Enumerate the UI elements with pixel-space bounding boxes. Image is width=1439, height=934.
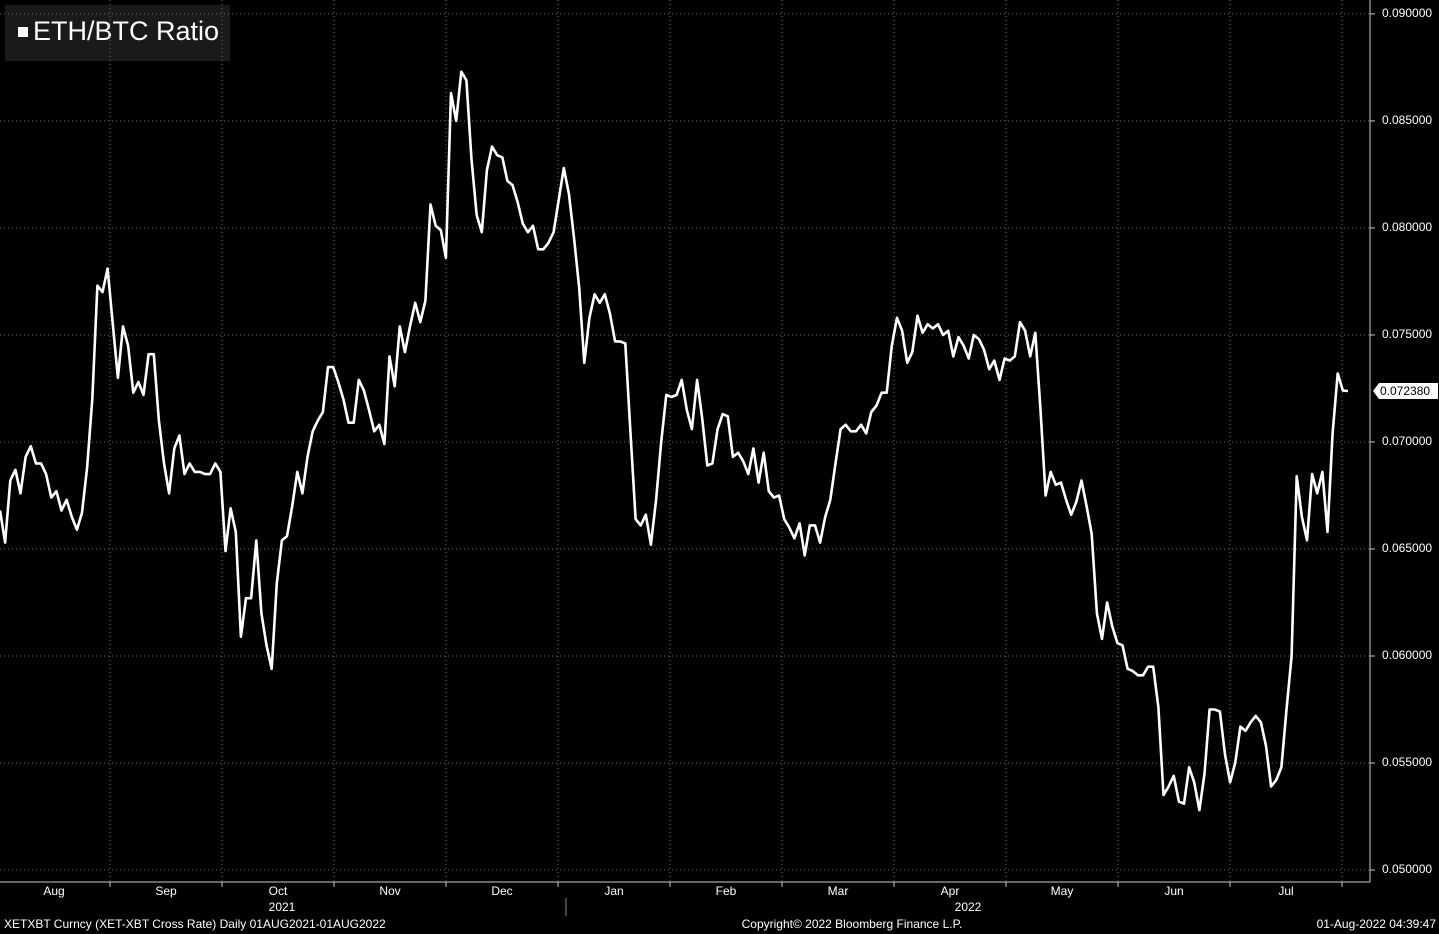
y-tick-label: 0.065000 <box>1382 541 1432 555</box>
footer-copyright: Copyright© 2022 Bloomberg Finance L.P. <box>742 917 963 931</box>
x-tick-label: Aug <box>43 884 64 898</box>
y-tick-label: 0.090000 <box>1382 6 1432 20</box>
x-tick-label: Oct <box>269 884 288 898</box>
y-tick-label: 0.075000 <box>1382 327 1432 341</box>
y-tick-label: 0.085000 <box>1382 113 1432 127</box>
last-price-label: 0.072380 <box>1380 384 1430 398</box>
y-tick-label: 0.050000 <box>1382 862 1432 876</box>
price-line <box>0 70 1349 812</box>
y-tick-label: 0.055000 <box>1382 755 1432 769</box>
x-tick-label: Mar <box>828 884 849 898</box>
y-tick-label: 0.060000 <box>1382 648 1432 662</box>
x-tick-label: Jul <box>1278 884 1293 898</box>
legend-swatch <box>18 27 28 37</box>
x-tick-label: Nov <box>379 884 400 898</box>
x-tick-label: Dec <box>491 884 512 898</box>
footer-source: XETXBT Curncy (XET-XBT Cross Rate) Daily… <box>4 917 386 931</box>
x-tick-label: May <box>1051 884 1074 898</box>
x-tick-label: Feb <box>716 884 737 898</box>
x-tick-label: Jan <box>604 884 623 898</box>
last-price-box <box>1373 383 1438 400</box>
x-tick-label: Sep <box>155 884 177 898</box>
y-tick-label: 0.080000 <box>1382 220 1432 234</box>
footer-timestamp: 01-Aug-2022 04:39:47 <box>1317 917 1437 931</box>
x-tick-label: Jun <box>1164 884 1183 898</box>
x-tick-label: Apr <box>941 884 960 898</box>
legend-label: ETH/BTC Ratio <box>33 16 219 46</box>
year-label: 2021 <box>269 900 296 914</box>
y-tick-label: 0.070000 <box>1382 434 1432 448</box>
year-label: 2022 <box>955 900 982 914</box>
